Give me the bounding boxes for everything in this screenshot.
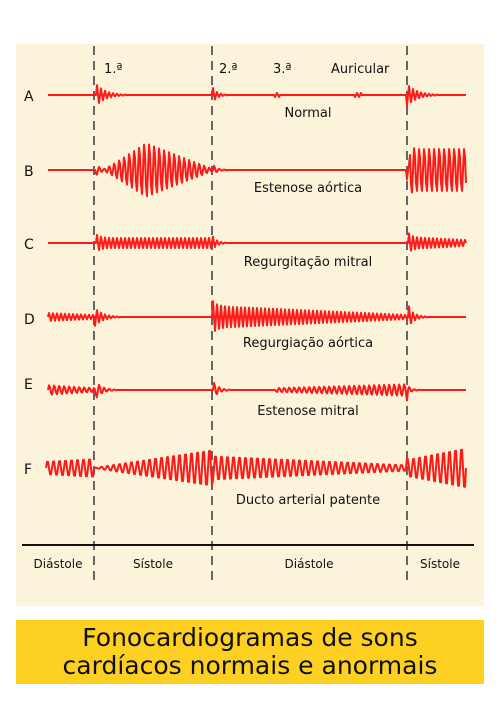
waveform-patent-ductus	[45, 448, 467, 488]
waveform-aortic-regurgitation	[47, 300, 466, 332]
caption-banner: Fonocardiogramas de sons cardíacos norma…	[16, 620, 484, 684]
phase-systole-2: Sístole	[420, 557, 460, 571]
row-name-c: Regurgitação mitral	[244, 255, 372, 270]
label-second-sound: 2.ª	[219, 62, 238, 77]
phase-diastole-1: Diástole	[34, 557, 83, 571]
row-letter-d: D	[24, 312, 35, 328]
caption-line-1: Fonocardiogramas de sons	[82, 623, 418, 652]
row-letter-a: A	[24, 89, 34, 105]
label-first-sound: 1.ª	[104, 62, 123, 77]
row-letter-f: F	[24, 462, 32, 478]
row-letter-c: C	[24, 237, 34, 253]
label-third-sound: 3.ª	[273, 62, 292, 77]
phase-diastole-2: Diástole	[285, 557, 334, 571]
waveform-mitral-regurgitation	[48, 232, 467, 252]
label-atrial-sound: Auricular	[331, 62, 390, 77]
waveform-mitral-stenosis	[47, 381, 466, 402]
waveform-aortic-stenosis	[48, 143, 467, 198]
waveform-normal	[48, 84, 466, 107]
row-name-b: Estenose aórtica	[254, 181, 362, 196]
caption-line-2: cardíacos normais e anormais	[62, 651, 438, 680]
row-letter-b: B	[24, 164, 34, 180]
row-name-f: Ducto arterial patente	[236, 493, 380, 508]
phase-systole-1: Sístole	[133, 557, 173, 571]
row-name-d: Regurgiação aórtica	[243, 336, 373, 351]
row-name-e: Estenose mitral	[257, 404, 358, 419]
row-name-a: Normal	[284, 106, 331, 121]
row-letter-e: E	[24, 377, 33, 393]
